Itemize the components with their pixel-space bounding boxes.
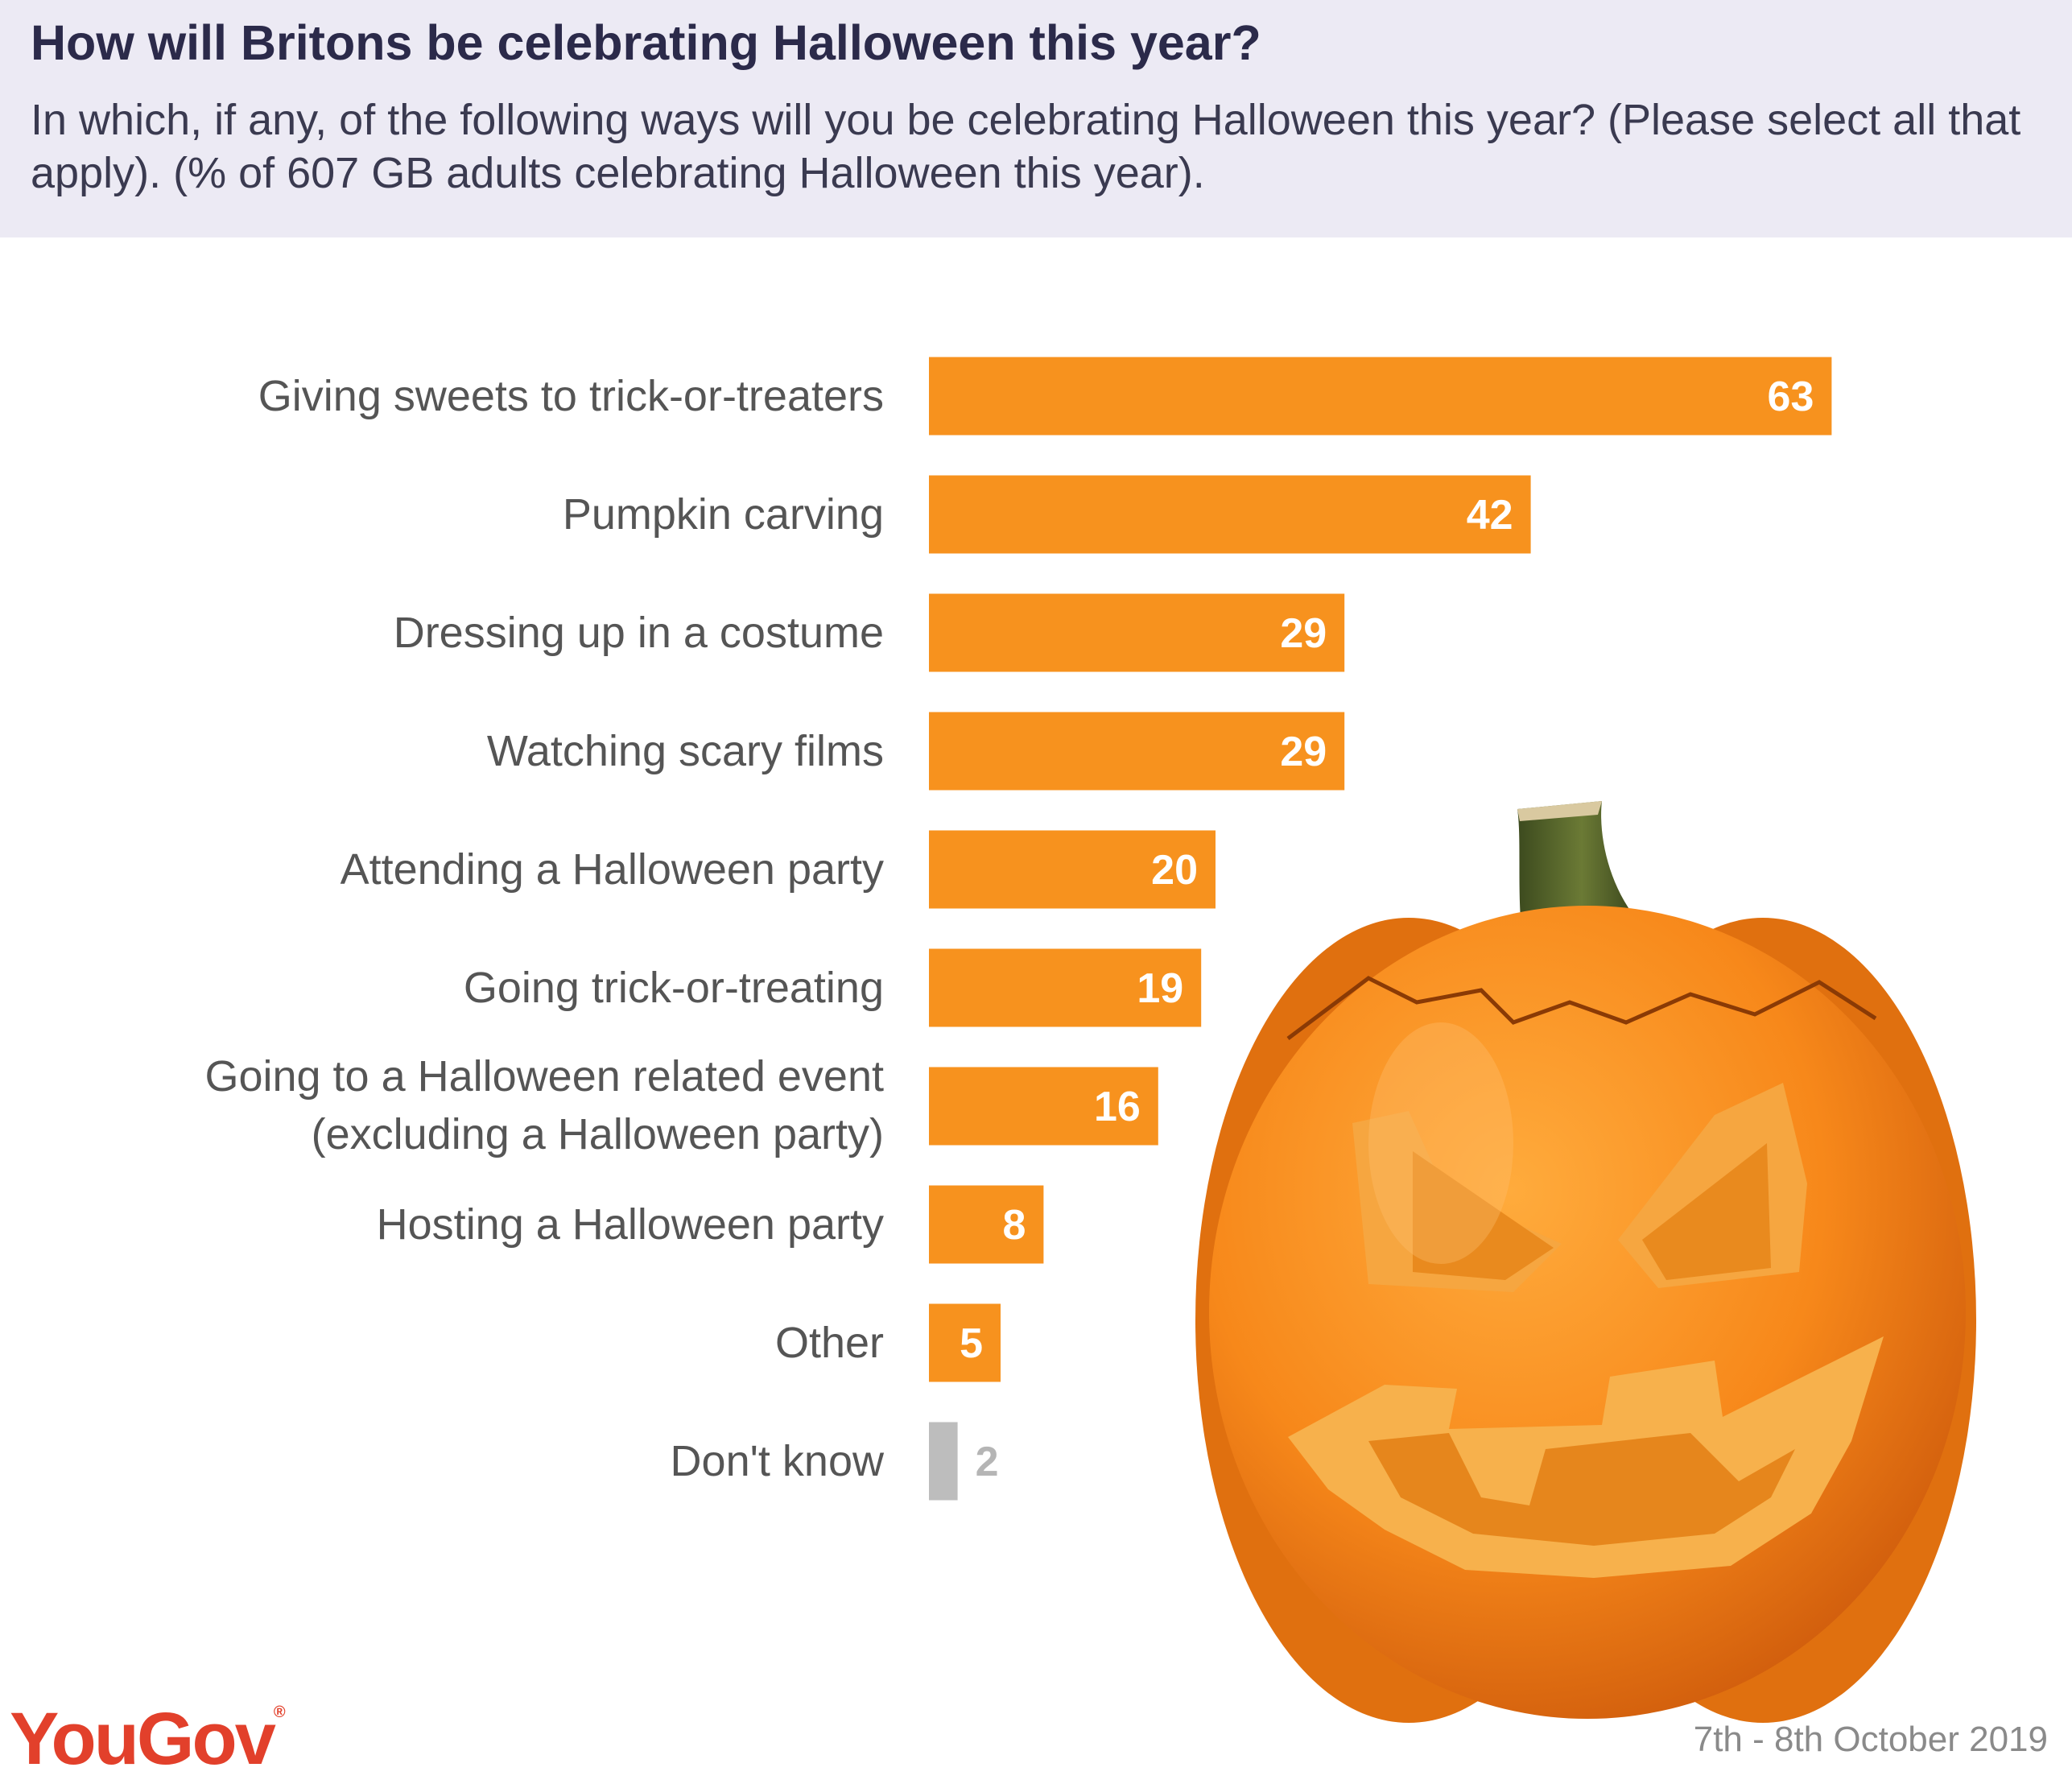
data-label: 2 [976, 1439, 999, 1485]
bar [929, 948, 1202, 1027]
data-label: 16 [1094, 1084, 1141, 1130]
data-label: 19 [1137, 965, 1183, 1012]
chart-title: How will Britons be celebrating Hallowee… [31, 15, 1261, 70]
category-label: Going to a Halloween related event (exclu… [204, 1052, 884, 1158]
header-band: How will Britons be celebrating Hallowee… [0, 0, 2072, 237]
yougov-logo: YouGov® [10, 1697, 286, 1782]
bar [929, 830, 1216, 909]
category-label: Attending a Halloween party [341, 845, 884, 894]
jack-o-lantern-pumpkin-icon [1195, 801, 1976, 1723]
brand-name: YouGov [10, 1698, 276, 1780]
data-label: 42 [1467, 492, 1513, 539]
bar [929, 1303, 1001, 1382]
data-label: 29 [1280, 729, 1327, 775]
bar [929, 712, 1345, 791]
data-label: 63 [1768, 374, 1814, 420]
category-label: Other [775, 1319, 884, 1367]
category-label: Pumpkin carving [563, 490, 884, 539]
bar [929, 1067, 1158, 1146]
bar [929, 1185, 1044, 1264]
category-label: Hosting a Halloween party [377, 1200, 884, 1249]
bar [929, 357, 1832, 436]
registered-mark: ® [273, 1703, 286, 1721]
data-label: 5 [960, 1320, 983, 1367]
chart-subtitle: In which, if any, of the following ways … [31, 96, 2021, 197]
data-label: 8 [1002, 1202, 1026, 1249]
survey-date: 7th - 8th October 2019 [1693, 1720, 2048, 1759]
bar [929, 1422, 958, 1501]
bar [929, 593, 1345, 672]
data-label: 29 [1280, 610, 1327, 657]
category-label: Dressing up in a costume [394, 609, 884, 657]
bar [929, 475, 1531, 554]
category-label: Giving sweets to trick-or-treaters [258, 372, 884, 420]
data-label: 20 [1151, 847, 1198, 894]
category-label: Going trick-or-treating [464, 964, 884, 1012]
category-label: Watching scary films [487, 727, 884, 775]
category-label: Don't know [671, 1437, 885, 1485]
